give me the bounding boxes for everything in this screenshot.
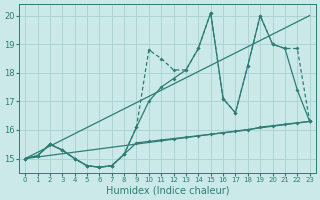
X-axis label: Humidex (Indice chaleur): Humidex (Indice chaleur) — [106, 186, 229, 196]
